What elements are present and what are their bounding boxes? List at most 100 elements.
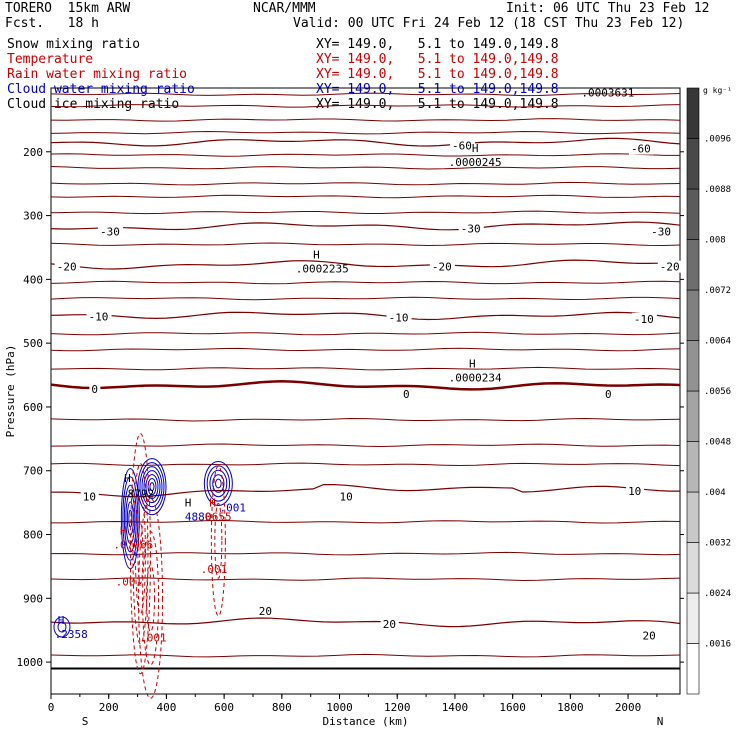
rain-water-contour — [146, 564, 156, 633]
temperature-contour-label: -10 — [389, 312, 409, 325]
colorbar-tick-label: .0072 — [704, 286, 731, 296]
center-label: NCAR/MMM — [253, 1, 316, 16]
temperature-contour-label: -20 — [660, 261, 680, 274]
max-annotation: .8792 — [121, 488, 154, 501]
field-name: Rain water mixing ratio — [7, 67, 188, 82]
contour-label-background — [337, 490, 356, 503]
max-annotation: H — [313, 248, 320, 261]
cloud-water-contour — [139, 462, 165, 512]
y-tick-label: 1000 — [17, 656, 44, 669]
contour-label-background — [429, 260, 455, 273]
temperature-contour-label: -20 — [57, 261, 77, 274]
temperature-contour-label: -60 — [452, 139, 472, 152]
rain-water-contour — [137, 523, 144, 585]
x-tick-label: 1200 — [384, 701, 411, 714]
background-contour-line — [51, 519, 681, 524]
cloud-water-contour — [145, 474, 159, 500]
max-annotation: .001 — [140, 632, 167, 645]
max-annotation: H — [469, 357, 476, 370]
background-contour-line — [50, 331, 681, 336]
max-annotation: 0655 — [205, 510, 232, 523]
max-annotation: .2358 — [55, 628, 88, 641]
cloud-water-contour — [137, 458, 167, 516]
field-xy-range: XY= 149.0, 5.1 to 149.0,149.8 — [316, 67, 559, 82]
colorbar-tick-label: .0096 — [704, 135, 731, 145]
x-tick-label: 1800 — [557, 701, 584, 714]
background-contour-line — [50, 462, 681, 467]
rain-water-contour — [129, 433, 151, 675]
background-contour-line — [50, 347, 681, 352]
background-contour-line — [50, 118, 681, 122]
field-name: Cloud ice mixing ratio — [7, 97, 180, 112]
temperature-contour-label: -30 — [651, 226, 671, 239]
contour-label-background — [54, 260, 80, 273]
colorbar-tick-label: .0048 — [704, 438, 731, 448]
rain-water-contour — [210, 465, 226, 617]
y-axis-title: Pressure (hPa) — [4, 345, 17, 438]
field-name: Cloud water mixing ratio — [7, 82, 195, 97]
max-annotation: H — [58, 614, 65, 627]
contour-label-background — [628, 142, 654, 155]
cloud-water-contour — [143, 470, 161, 504]
contour-label-background — [657, 260, 683, 273]
x-tick-label: 2000 — [615, 701, 642, 714]
background-contour-line — [50, 577, 681, 582]
contour-label-background — [649, 225, 675, 238]
contour-label-background — [380, 617, 399, 630]
x-tick-label: 200 — [99, 701, 119, 714]
colorbar-tick-label: .0024 — [704, 589, 731, 599]
colorbar-tick-label: .0032 — [704, 539, 731, 549]
background-contour-line — [50, 443, 681, 448]
rain-water-contour — [142, 531, 160, 666]
y-tick-label: 600 — [23, 401, 43, 414]
colorbar-unit: g kg⁻¹ — [703, 86, 732, 95]
cloud-water-contour — [53, 616, 71, 638]
contour-label-background — [458, 222, 484, 235]
colorbar-segment — [686, 491, 700, 543]
colorbar-segment — [686, 188, 700, 240]
y-tick-label: 500 — [23, 337, 43, 350]
colorbar-segment — [686, 542, 700, 594]
max-annotation: .001 — [116, 576, 143, 589]
max-annotation: .001 — [201, 563, 228, 576]
model-title: TORERO 15km ARW — [5, 1, 131, 16]
temperature-contour-line — [50, 311, 681, 321]
max-annotation: H — [472, 142, 479, 155]
cloud-water-contour — [122, 476, 139, 561]
max-annotation: 4880 — [185, 510, 212, 523]
cloud-water-contour — [215, 478, 222, 489]
background-contour-line — [50, 130, 681, 135]
field-xy-range: XY= 149.0, 5.1 to 149.0,149.8 — [316, 52, 559, 67]
x-tick-label: 400 — [156, 701, 176, 714]
temperature-contour-label: -10 — [634, 313, 654, 326]
background-contour-line — [50, 653, 681, 658]
temperature-contour-line — [50, 259, 681, 270]
max-annotation: .0003631 — [581, 86, 634, 99]
valid-time: Valid: 00 UTC Fri 24 Feb 12 (18 CST Thu … — [293, 16, 685, 31]
y-tick-label: 400 — [23, 273, 43, 286]
max-annotation: H — [209, 496, 216, 509]
x-tick-label: 800 — [272, 701, 292, 714]
colorbar-tick-label: .0056 — [704, 387, 731, 397]
y-tick-label: 200 — [23, 146, 43, 159]
temperature-contour-line — [50, 137, 681, 147]
temperature-contour-line — [50, 221, 681, 231]
contour-label-background — [450, 139, 476, 152]
contour-label-background — [401, 388, 413, 401]
field-xy-range: XY= 149.0, 5.1 to 149.0,149.8 — [316, 37, 559, 52]
temperature-contour-line — [50, 380, 681, 391]
temperature-contour-label: -60 — [631, 143, 651, 156]
temperature-contour-label: -10 — [89, 310, 109, 323]
contour-label-background — [602, 388, 614, 401]
cloud-water-contour — [147, 478, 157, 496]
rain-water-contour — [138, 497, 164, 699]
south-end-label: S — [82, 715, 89, 728]
background-contour-line — [50, 366, 681, 371]
colorbar-segment — [686, 643, 700, 695]
cloud-water-contour — [57, 621, 67, 633]
temperature-contour-label: -30 — [100, 226, 120, 239]
forecast-hour: Fcst. 18 h — [5, 16, 99, 31]
temperature-contour-label: 0 — [91, 383, 98, 396]
contour-label-background — [626, 485, 645, 498]
